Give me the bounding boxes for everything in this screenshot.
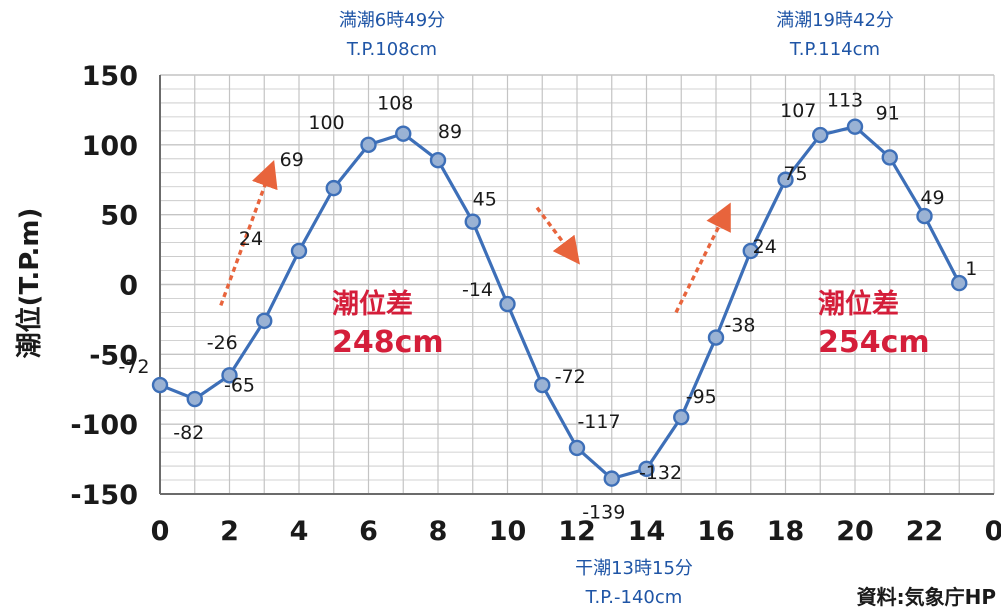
data-point (186, 390, 203, 408)
x-tick-label: 14 (628, 516, 666, 547)
data-point (221, 367, 238, 384)
x-tick-label: 12 (558, 516, 596, 547)
y-tick-label: 0 (119, 271, 138, 302)
y-tick-label: -150 (70, 480, 138, 511)
data-label: 91 (876, 102, 900, 124)
data-label: -72 (555, 366, 586, 388)
data-point (742, 242, 759, 260)
trend-arrows (219, 159, 731, 314)
data-point (360, 136, 377, 154)
data-point (499, 295, 516, 313)
low-tide-annotation: 干潮13時15分 T.P.-140cm (575, 558, 693, 608)
source-note: 資料:気象庁HP (857, 585, 996, 609)
data-point (951, 274, 968, 292)
trend-arrow (674, 202, 731, 314)
data-label: -95 (686, 386, 717, 408)
y-tick-label: 100 (82, 131, 138, 162)
data-label: -72 (118, 356, 149, 378)
data-label: -26 (207, 332, 238, 354)
y-axis-label: 潮位(T.P.m) (14, 208, 45, 359)
data-label: -139 (582, 502, 625, 524)
low-tide-level: T.P.-140cm (585, 587, 683, 608)
high-tide-2-annotation: 満潮19時42分 T.P.114cm (776, 10, 894, 60)
data-point (568, 439, 586, 457)
tide-range-2-value: 254cm (818, 325, 930, 360)
data-label: 24 (239, 228, 263, 250)
x-tick-label: 0 (985, 516, 1001, 547)
data-label: 75 (783, 163, 807, 185)
x-tick-label: 2 (220, 516, 239, 547)
x-tick-label: 0 (151, 516, 170, 547)
data-point (429, 151, 447, 169)
axes (159, 75, 994, 495)
data-label: 113 (827, 90, 863, 112)
data-point (846, 118, 864, 135)
data-point (464, 213, 481, 230)
tide-range-1: 潮位差 248cm (332, 288, 444, 360)
x-tick-label: 22 (906, 516, 944, 547)
x-tick-label: 16 (697, 516, 735, 547)
high-tide-1-level: T.P.108cm (346, 39, 437, 60)
data-point (881, 149, 898, 166)
data-point (290, 242, 308, 260)
data-point (707, 329, 725, 346)
data-point (151, 376, 169, 394)
trend-arrow (535, 206, 580, 265)
x-tick-label: 8 (429, 516, 448, 547)
data-label: 108 (377, 93, 413, 115)
data-label: -65 (224, 374, 255, 396)
grid (159, 74, 995, 495)
data-point (812, 126, 829, 144)
y-tick-label: -50 (89, 340, 138, 371)
data-point (534, 376, 551, 394)
tide-range-1-value: 248cm (332, 325, 444, 360)
x-tick-label: 6 (359, 516, 378, 547)
x-tick-label: 10 (489, 516, 527, 547)
data-point (638, 460, 655, 478)
data-label: -38 (724, 315, 755, 337)
tide-series (151, 118, 968, 487)
data-label: 45 (473, 189, 497, 211)
high-tide-1-annotation: 満潮6時49分 T.P.108cm (339, 10, 445, 60)
data-label: -14 (462, 279, 493, 301)
data-label: 24 (753, 236, 777, 258)
data-label: 49 (920, 187, 944, 209)
low-tide-time: 干潮13時15分 (575, 558, 693, 579)
high-tide-2-time: 満潮19時42分 (776, 10, 894, 31)
data-label: -132 (639, 462, 682, 484)
data-label: 89 (438, 121, 462, 143)
data-point (256, 312, 273, 330)
tide-range-2-title: 潮位差 (818, 288, 899, 320)
trend-arrow (219, 159, 278, 307)
y-tick-label: 50 (100, 201, 138, 232)
y-tick-label: -100 (70, 410, 138, 441)
data-label: 1 (965, 258, 977, 280)
data-point (673, 408, 690, 426)
data-point (395, 125, 412, 142)
data-point (916, 207, 933, 225)
x-tick-label: 20 (836, 516, 874, 547)
data-label: -82 (173, 422, 204, 444)
data-label: -117 (577, 411, 620, 433)
data-label: 100 (308, 112, 344, 134)
data-point (777, 171, 794, 188)
data-label: 69 (280, 149, 304, 171)
data-point (603, 470, 620, 487)
x-tick-label: 18 (767, 516, 805, 547)
high-tide-2-level: T.P.114cm (789, 39, 880, 60)
tide-range-2: 潮位差 254cm (818, 288, 930, 360)
tide-range-1-title: 潮位差 (332, 288, 413, 320)
data-point (325, 179, 342, 197)
high-tide-1-time: 満潮6時49分 (339, 10, 445, 31)
data-label: 107 (780, 100, 816, 122)
y-tick-label: 150 (82, 61, 138, 92)
x-tick-label: 4 (290, 516, 309, 547)
